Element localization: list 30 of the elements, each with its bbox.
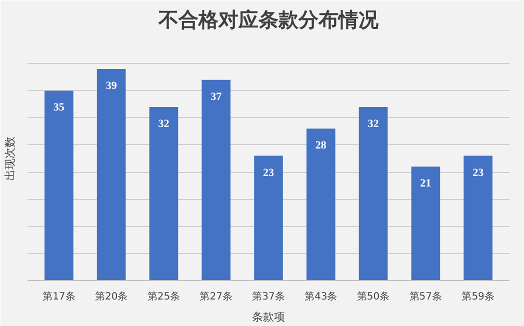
data-label: 39 <box>106 80 118 92</box>
x-tick-label: 第17条 <box>42 290 76 302</box>
chart-title: 不合格对应条款分布情况 <box>158 8 380 32</box>
x-tick-label: 第20条 <box>94 290 128 302</box>
y-axis-title: 出现次数 <box>4 136 16 180</box>
bar <box>254 156 283 280</box>
data-label: 21 <box>420 178 432 190</box>
data-label: 32 <box>368 118 380 130</box>
bar <box>202 80 231 280</box>
x-tick-label: 第50条 <box>356 290 390 302</box>
bar <box>306 128 336 280</box>
bar <box>44 90 74 280</box>
bar <box>464 156 492 280</box>
data-label: 23 <box>472 166 484 179</box>
bar <box>96 69 126 280</box>
x-tick-label: 第59条 <box>462 290 494 302</box>
x-axis-title: 条款项 <box>252 310 285 324</box>
data-label: 37 <box>210 90 222 103</box>
data-label: 23 <box>263 166 274 179</box>
bar <box>358 106 388 280</box>
bar <box>149 106 178 280</box>
x-tick-label: 第25条 <box>147 290 180 302</box>
data-label: 32 <box>158 118 170 130</box>
x-tick-label: 第27条 <box>200 290 232 302</box>
bar <box>411 166 440 280</box>
data-label: 35 <box>53 102 65 114</box>
x-tick-label: 第57条 <box>409 290 442 302</box>
x-tick-label: 第43条 <box>304 290 338 302</box>
x-tick-label: 第37条 <box>252 290 285 302</box>
data-label: 28 <box>315 140 327 152</box>
